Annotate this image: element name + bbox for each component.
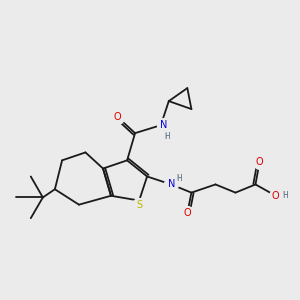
Text: N: N [167, 179, 175, 189]
Text: N: N [167, 179, 175, 189]
Text: S: S [136, 200, 142, 210]
Text: O: O [256, 157, 263, 167]
Text: H: H [283, 191, 288, 200]
Text: O: O [272, 191, 280, 201]
Text: O: O [272, 191, 280, 201]
Text: H: H [164, 132, 170, 141]
Text: O: O [184, 208, 191, 218]
Text: S: S [136, 200, 142, 210]
Text: O: O [184, 208, 191, 218]
Text: O: O [184, 208, 191, 218]
Text: O: O [114, 112, 121, 122]
Text: O: O [256, 157, 263, 167]
Text: H: H [283, 191, 288, 200]
Text: N: N [160, 120, 167, 130]
Text: O: O [256, 157, 263, 167]
Text: N: N [160, 120, 167, 130]
Text: S: S [136, 200, 142, 210]
Text: O: O [114, 112, 121, 122]
Text: H: H [176, 174, 182, 183]
Text: O: O [114, 112, 121, 122]
Text: N: N [160, 120, 167, 130]
Text: N: N [167, 179, 175, 189]
Text: H: H [164, 132, 170, 141]
Text: H: H [176, 174, 182, 183]
Text: O: O [272, 191, 280, 201]
